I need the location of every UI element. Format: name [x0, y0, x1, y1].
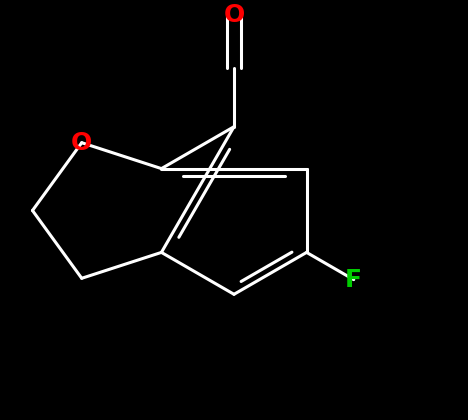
Text: F: F	[345, 268, 362, 291]
Text: O: O	[223, 3, 245, 27]
Text: O: O	[71, 131, 92, 155]
